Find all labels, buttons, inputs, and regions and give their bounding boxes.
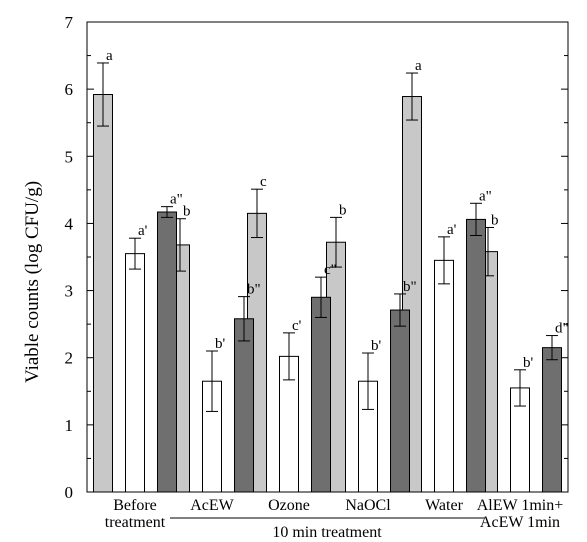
significance-letter: c"	[324, 262, 337, 278]
significance-letter: a"	[170, 192, 183, 208]
y-tick-label: 7	[65, 13, 74, 32]
significance-letter: a'	[447, 222, 457, 238]
significance-letter: a'	[138, 223, 148, 239]
x-category-label: Water	[425, 497, 463, 514]
x-category-label: Ozone	[268, 497, 310, 514]
bar	[157, 211, 177, 493]
x-category-label: AlEW 1min+	[477, 497, 564, 514]
significance-letter: b'	[371, 338, 382, 354]
significance-letter: a	[106, 48, 113, 64]
x-category-label: AcEW 1min	[480, 514, 560, 531]
significance-letter: c'	[292, 318, 302, 334]
bars: a b c b a b a' b' c' b' a' b' a" b" c" b" a" d"	[93, 48, 569, 493]
significance-letter: c	[260, 174, 267, 190]
x-category-label: AcEW	[190, 497, 234, 514]
bar	[390, 309, 410, 493]
y-axis: 0 1 2 3 4 5 6 7	[65, 13, 568, 502]
bar	[125, 253, 145, 493]
bar	[434, 259, 454, 493]
y-tick-label: 6	[65, 80, 74, 99]
significance-letter: b'	[215, 336, 226, 352]
bar	[466, 218, 486, 493]
treatment-group-caption: 10 min treatment	[272, 524, 382, 541]
significance-letter: b"	[403, 279, 417, 295]
y-tick-label: 4	[65, 214, 74, 233]
y-axis-label: Viable counts (log CFU/g)	[22, 181, 43, 383]
significance-letter: a	[415, 58, 422, 74]
significance-letter: d"	[555, 321, 569, 337]
bar	[542, 347, 562, 493]
significance-letter: b	[491, 212, 499, 228]
x-category-label: Before	[113, 497, 157, 514]
significance-letter: b	[183, 204, 191, 220]
bar	[93, 94, 113, 493]
y-tick-label: 2	[65, 349, 74, 368]
bar	[234, 318, 254, 493]
significance-letter: b'	[523, 355, 534, 371]
significance-letter: b	[339, 202, 347, 218]
y-tick-label: 1	[65, 416, 74, 435]
x-category-label: treatment	[105, 514, 166, 531]
bar	[311, 296, 331, 493]
significance-letter: b"	[247, 282, 261, 298]
x-category-label: NaOCl	[345, 497, 391, 514]
y-tick-label: 3	[65, 282, 74, 301]
y-tick-label: 5	[65, 147, 74, 166]
y-tick-label: 0	[65, 483, 74, 502]
significance-letter: a"	[479, 188, 492, 204]
